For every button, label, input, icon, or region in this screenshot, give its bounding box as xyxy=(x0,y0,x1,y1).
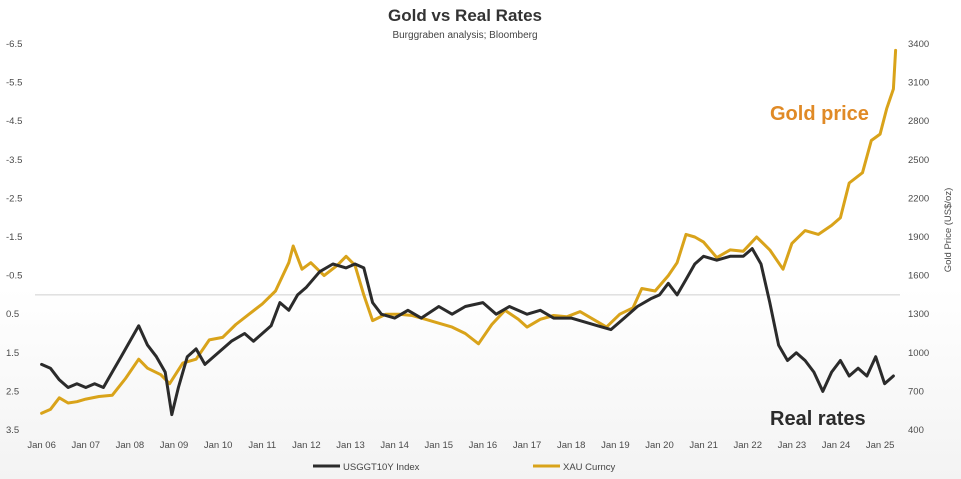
x-tick-label: Jan 07 xyxy=(71,440,100,451)
x-tick-label: Jan 20 xyxy=(645,440,674,451)
x-tick-label: Jan 06 xyxy=(27,440,56,451)
left-tick-label: -1.5 xyxy=(6,232,22,243)
x-tick-label: Jan 24 xyxy=(822,440,851,451)
right-tick-label: 2200 xyxy=(908,193,929,204)
left-tick-label: 1.5 xyxy=(6,348,19,359)
legend: USGGT10Y Index XAU Curncy xyxy=(313,462,616,473)
left-tick-label: -3.5 xyxy=(6,155,22,166)
gold-price-annotation: Gold price xyxy=(770,103,869,125)
x-tick-label: Jan 17 xyxy=(513,440,542,451)
x-tick-label: Jan 10 xyxy=(204,440,233,451)
chart-title: Gold vs Real Rates xyxy=(388,6,542,25)
real-rates-series-line xyxy=(40,247,895,417)
right-tick-label: 700 xyxy=(908,386,924,397)
right-tick-label: 1300 xyxy=(908,309,929,320)
right-tick-label: 1600 xyxy=(908,271,929,282)
right-tick-label: 2800 xyxy=(908,116,929,127)
right-tick-label: 2500 xyxy=(908,155,929,166)
left-tick-label: -2.5 xyxy=(6,193,22,204)
right-tick-label: 1000 xyxy=(908,348,929,359)
series-layer xyxy=(40,48,898,417)
left-tick-label: -5.5 xyxy=(6,78,22,89)
left-tick-label: -4.5 xyxy=(6,116,22,127)
x-tick-label: Jan 22 xyxy=(733,440,762,451)
x-tick-label: Jan 23 xyxy=(778,440,807,451)
right-tick-label: 400 xyxy=(908,425,924,436)
left-tick-label: -0.5 xyxy=(6,271,22,282)
left-tick-label: 0.5 xyxy=(6,309,19,320)
real-rates-annotation: Real rates xyxy=(770,408,866,430)
x-tick-label: Jan 21 xyxy=(689,440,718,451)
right-axis-ticks: 400 700 1000 1300 1600 1900 2200 2500 2800 3100 34… xyxy=(908,39,929,436)
chart-subtitle: Burggraben analysis; Bloomberg xyxy=(392,30,537,41)
right-axis-label: Gold Price (US$/oz) xyxy=(943,188,954,272)
legend-label-real-rates: USGGT10Y Index xyxy=(343,462,420,473)
x-tick-label: Jan 25 xyxy=(866,440,895,451)
x-tick-label: Jan 19 xyxy=(601,440,630,451)
left-tick-label: -6.5 xyxy=(6,39,22,50)
left-axis-ticks: -6.5 -5.5 -4.5 -3.5 -2.5 -1.5 -0.5 0.5 1.5 2.5 3.5 xyxy=(6,39,22,436)
x-tick-label: Jan 08 xyxy=(116,440,145,451)
x-tick-label: Jan 09 xyxy=(160,440,189,451)
right-tick-label: 1900 xyxy=(908,232,929,243)
x-tick-label: Jan 14 xyxy=(380,440,409,451)
x-tick-label: Jan 16 xyxy=(469,440,498,451)
left-tick-label: 3.5 xyxy=(6,425,19,436)
gold-price-series-line xyxy=(40,48,898,415)
x-tick-label: Jan 18 xyxy=(557,440,586,451)
x-tick-label: Jan 11 xyxy=(248,440,276,451)
x-tick-label: Jan 13 xyxy=(336,440,365,451)
x-tick-label: Jan 12 xyxy=(292,440,321,451)
legend-label-gold: XAU Curncy xyxy=(563,462,616,473)
right-tick-label: 3400 xyxy=(908,39,929,50)
x-tick-label: Jan 15 xyxy=(425,440,454,451)
x-axis-ticks: Jan 06 Jan 07 Jan 08 Jan 09 Jan 10 Jan 11 Jan … xyxy=(27,440,894,451)
left-tick-label: 2.5 xyxy=(6,386,19,397)
right-tick-label: 3100 xyxy=(908,78,929,89)
